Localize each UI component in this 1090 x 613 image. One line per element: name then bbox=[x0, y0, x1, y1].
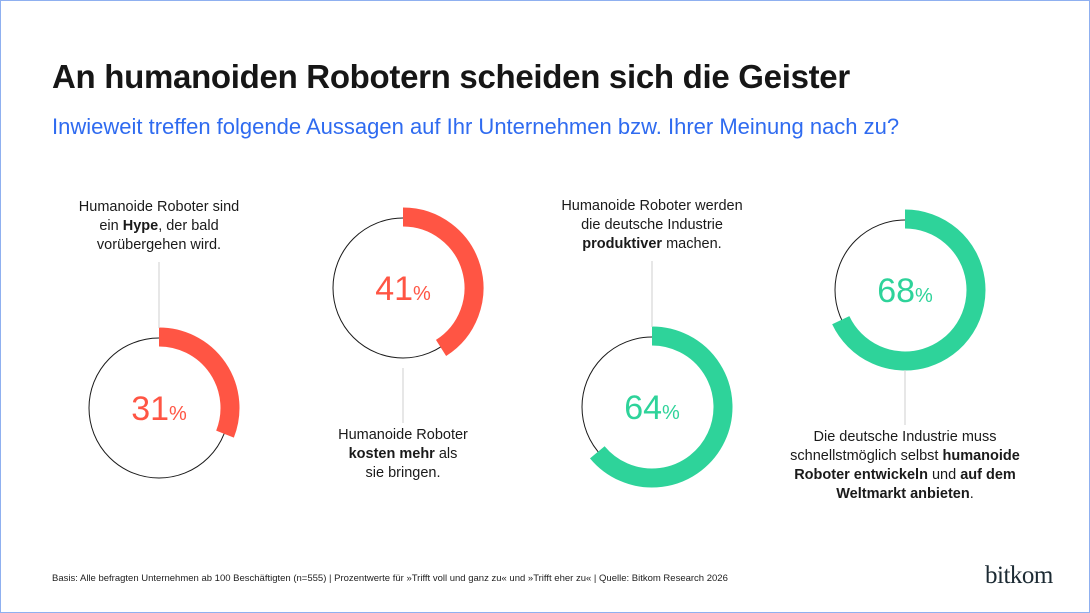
statement-label: Humanoide Roboter kosten mehr als sie brin… bbox=[338, 427, 468, 481]
donut-arc bbox=[402, 207, 484, 356]
donut-arc bbox=[832, 209, 986, 371]
bitkom-logo: bitkom bbox=[985, 562, 1053, 589]
statement-label: Die deutsche Industrie muss schnellstmögl… bbox=[790, 429, 1020, 502]
footer-note: Basis: Alle befragten Unternehmen ab 100… bbox=[52, 573, 728, 584]
donut-arc bbox=[158, 327, 240, 438]
donut-value-label: 68% bbox=[877, 272, 933, 310]
statement-label: Humanoide Roboter sind ein Hype, der bald… bbox=[78, 199, 240, 253]
donut-value-label: 41% bbox=[375, 270, 431, 308]
donut-arc bbox=[589, 326, 733, 488]
statement-label: Humanoide Roboter werden die deutsche Ind… bbox=[561, 198, 743, 252]
page-title: An humanoiden Robotern scheiden sich die… bbox=[52, 58, 850, 95]
donut-value-label: 31% bbox=[131, 390, 187, 428]
page-subtitle: Inwieweit treffen folgende Aussagen auf … bbox=[52, 114, 900, 139]
donut-value-label: 64% bbox=[624, 389, 680, 427]
